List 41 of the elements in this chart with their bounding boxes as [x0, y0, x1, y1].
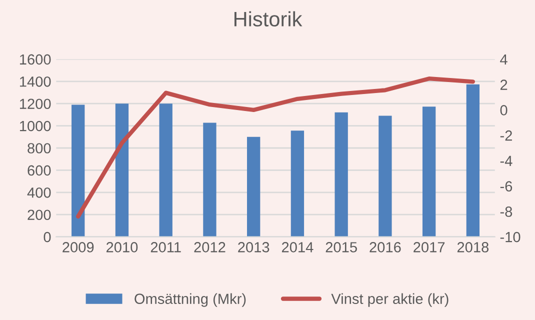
y-tick-label: 800 [28, 143, 51, 154]
bar [203, 122, 216, 237]
y-tick-label: 1200 [20, 98, 51, 110]
y2-tick-label: 4 [500, 54, 508, 64]
y-tick-label: 600 [28, 165, 51, 176]
x-tick-label: 2016 [370, 242, 401, 252]
y2-tick-label: -10 [500, 232, 520, 242]
x-tick-label: 2018 [457, 242, 489, 252]
y-tick-label: 0 [44, 232, 51, 242]
bar [422, 106, 436, 237]
bar [72, 104, 85, 237]
y-tick-label: 1400 [20, 76, 51, 87]
bar [378, 116, 392, 237]
y2-tick-label: -8 [500, 206, 512, 217]
y-tick-label: 200 [28, 210, 51, 220]
y2-tick-label: 2 [500, 80, 508, 90]
bar [290, 130, 304, 237]
y2-tick-label: -4 [500, 156, 512, 166]
y2-tick-label: 0 [500, 105, 508, 116]
legend-label: Omsättning (Mkr) [134, 293, 246, 307]
x-tick-label: 2010 [106, 242, 138, 252]
chart-title: Historik [234, 11, 302, 27]
y-tick-label: 400 [27, 188, 51, 198]
x-tick-label: 2014 [282, 242, 314, 252]
y2-tick-label: -2 [500, 130, 512, 141]
bar [247, 136, 260, 237]
y2-tick-label: -6 [500, 181, 512, 192]
y-tick-label: 1000 [20, 120, 51, 132]
line-series [76, 76, 476, 219]
x-tick-label: 2011 [150, 242, 181, 252]
bar [115, 104, 129, 237]
x-tick-label: 2017 [414, 242, 445, 252]
bar [466, 84, 480, 237]
bar [334, 112, 348, 237]
x-tick-label: 2013 [238, 242, 270, 252]
x-tick-label: 2012 [194, 242, 226, 252]
bar [159, 104, 172, 237]
legend-label: Vinst per aktie (kr) [331, 293, 448, 307]
x-tick-label: 2009 [62, 242, 94, 252]
x-tick-label: 2015 [326, 242, 357, 252]
y-tick-label: 1600 [20, 54, 51, 65]
